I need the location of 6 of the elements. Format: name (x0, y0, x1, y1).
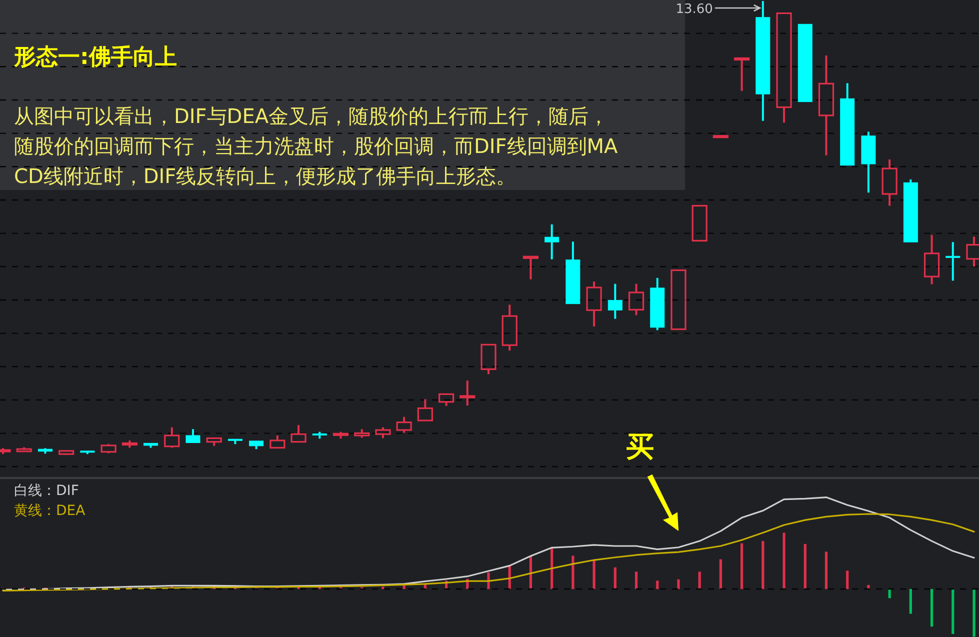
text: 黄线：DEA (14, 503, 86, 519)
text: 从图中可以看出，DIF与DEA金叉后，随股价的上行而上行，随后，随股价的回调而下行，当主力洗盘时，股价回调，而DIF线回调到MACD线附近时，DIF线反转向上，便形成了佛手向上形态。 (14, 104, 618, 188)
annotation: 买 (626, 430, 654, 463)
text: 形态一:佛手向上 (13, 45, 177, 70)
annotation: 13.60 (676, 2, 713, 17)
text: 白线：DIF (14, 483, 79, 499)
